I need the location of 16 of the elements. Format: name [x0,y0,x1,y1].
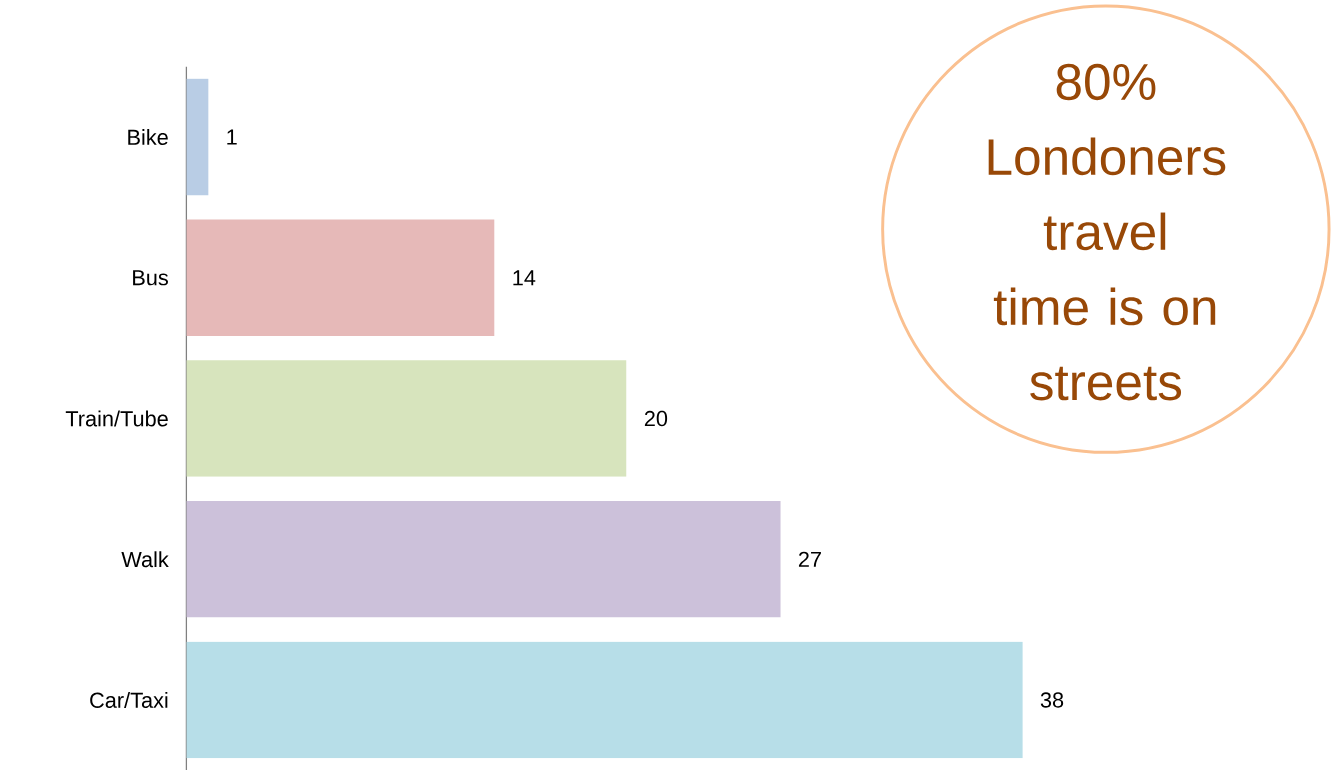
data-label: 14 [513,270,536,286]
y-tick-label: Car/Taxi [90,691,168,708]
y-tick-label: Bike [128,128,168,145]
bar [186,219,495,336]
y-tick-label: Bus [133,270,168,286]
data-label: 38 [1040,692,1064,708]
annotation: 80% Londoners travel time is on streets [988,63,1226,401]
bar [186,78,209,196]
y-tick-label: Walk [121,551,169,568]
y-tick-label: Train/Tube [65,410,168,427]
bar [186,641,1023,759]
data-label: 20 [644,410,668,427]
bar [186,500,781,618]
data-label: 1 [227,129,237,145]
bar [186,360,627,477]
data-label: 27 [798,551,821,567]
